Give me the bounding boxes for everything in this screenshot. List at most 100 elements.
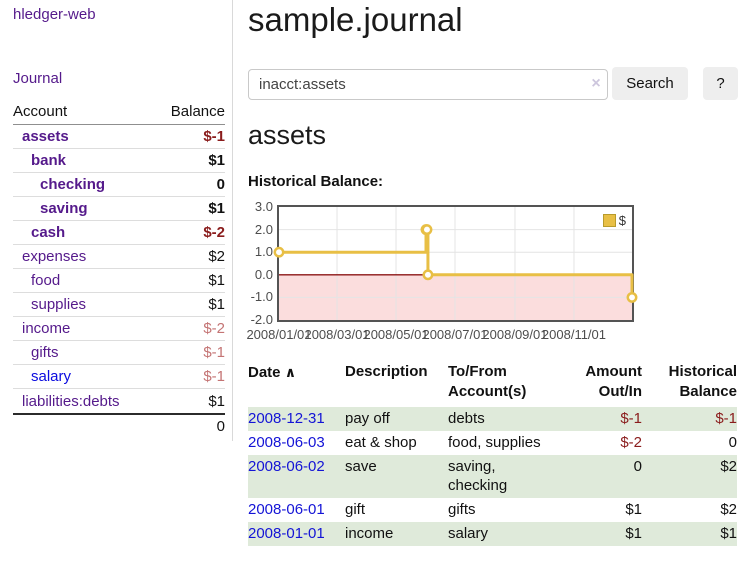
- account-link-checking[interactable]: checking: [40, 176, 106, 193]
- transaction-balance: $2: [720, 458, 737, 475]
- accounts-total-row: 0: [13, 413, 225, 437]
- x-axis-tick-label: 2008/03/01: [304, 327, 370, 342]
- brand-link[interactable]: hledger-web: [13, 6, 96, 23]
- account-link-gifts[interactable]: gifts: [31, 344, 59, 361]
- chart-series-svg: [273, 207, 638, 320]
- account-row: assets $-1: [13, 125, 225, 149]
- search-button[interactable]: Search: [612, 67, 688, 100]
- account-link-expenses[interactable]: expenses: [22, 248, 87, 265]
- balance-column-header: Balance: [170, 103, 225, 120]
- column-header-balance: Historical Balance: [668, 363, 737, 400]
- account-balance: $1: [208, 392, 225, 410]
- accounts-total-value: 0: [216, 417, 225, 435]
- account-balance: $-1: [203, 344, 225, 361]
- x-axis-tick-label: 2008/01/01: [246, 327, 312, 342]
- transaction-date-link[interactable]: 2008-06-01: [248, 501, 325, 518]
- transaction-accounts: gifts: [448, 501, 476, 518]
- register-row: 2008-12-31 pay off debts $-1 $-1: [248, 407, 737, 431]
- account-balance: $1: [208, 200, 225, 217]
- transaction-date-link[interactable]: 2008-12-31: [248, 410, 325, 427]
- x-axis-tick-label: 2008/09/01: [482, 327, 548, 342]
- date-header-label: Date: [248, 364, 281, 381]
- account-link-liabilities-debts[interactable]: liabilities:debts: [22, 392, 120, 410]
- sidebar-item-journal[interactable]: Journal: [13, 70, 63, 87]
- transaction-accounts: food, supplies: [448, 434, 541, 451]
- account-balance: $-2: [203, 224, 225, 241]
- clear-search-icon[interactable]: ×: [591, 75, 601, 92]
- sidebar: hledger-web Journal Account Balance asse…: [0, 0, 232, 582]
- transaction-date-link[interactable]: 2008-06-02: [248, 458, 325, 475]
- register-header-row: Date ∧ Description To/From Account(s) Am…: [248, 361, 737, 407]
- account-row: checking 0: [13, 173, 225, 197]
- transaction-description: eat & shop: [345, 434, 417, 451]
- transaction-accounts: saving, checking: [448, 458, 508, 494]
- account-link-supplies[interactable]: supplies: [31, 296, 87, 313]
- main-content: sample.journal × Search ? assets Histori…: [246, 0, 742, 582]
- sort-ascending-icon: ∧: [284, 364, 297, 380]
- column-header-date[interactable]: Date ∧: [248, 361, 345, 407]
- transaction-amount: $1: [625, 501, 642, 518]
- chart-legend: $: [602, 213, 626, 228]
- y-axis-tick-label: -2.0: [250, 312, 273, 327]
- transaction-amount: $-2: [620, 434, 642, 451]
- account-row: saving $1: [13, 197, 225, 221]
- transaction-balance: $-1: [715, 410, 737, 427]
- search-input[interactable]: [248, 69, 608, 100]
- register-table: Date ∧ Description To/From Account(s) Am…: [248, 361, 737, 546]
- sidebar-divider: [232, 0, 233, 441]
- transaction-description: gift: [345, 501, 366, 518]
- historical-balance-chart: 3.0 2.0 1.0 0.0 -1.0 -2.0 $ 2008/01/01 2008/03…: [246, 199, 742, 350]
- account-row: gifts $-1: [13, 341, 225, 365]
- legend-swatch-icon: [602, 214, 616, 227]
- register-row: 2008-06-01 gift gifts $1 $2: [248, 498, 737, 522]
- register-row: 2008-06-02 save saving, checking 0 $2: [248, 455, 737, 498]
- transaction-description: income: [345, 525, 394, 542]
- account-balance: $2: [208, 248, 225, 265]
- chart-title: Historical Balance:: [248, 173, 384, 190]
- account-link-saving[interactable]: saving: [40, 200, 88, 217]
- register-row: 2008-01-01 income salary $1 $1: [248, 522, 737, 546]
- x-axis-tick-label: 2008/11/01: [541, 327, 607, 342]
- legend-label: $: [618, 213, 626, 228]
- y-axis-tick-label: -1.0: [250, 289, 273, 305]
- account-balance: 0: [216, 176, 225, 193]
- column-header-account: To/From Account(s): [448, 363, 527, 400]
- transaction-amount: 0: [633, 458, 642, 475]
- x-axis-tick-label: 2008/07/01: [422, 327, 488, 342]
- register-row: 2008-06-03 eat & shop food, supplies $-2…: [248, 431, 737, 455]
- accounts-table-header: Account Balance: [13, 103, 225, 125]
- account-link-assets[interactable]: assets: [22, 128, 69, 145]
- account-balance: $-1: [203, 128, 225, 145]
- account-row: supplies $1: [13, 293, 225, 317]
- account-link-food[interactable]: food: [31, 272, 61, 289]
- page-title: sample.journal: [248, 1, 463, 38]
- transaction-balance: $2: [720, 501, 737, 518]
- y-axis-tick-label: 3.0: [254, 199, 273, 214]
- transaction-accounts: debts: [448, 410, 485, 427]
- account-row: liabilities:debts $1: [13, 389, 225, 413]
- account-row: food $1: [13, 269, 225, 293]
- account-link-salary[interactable]: salary: [31, 368, 72, 385]
- transaction-accounts: salary: [448, 525, 489, 542]
- account-link-bank[interactable]: bank: [31, 152, 67, 169]
- account-row: expenses $2: [13, 245, 225, 269]
- help-button[interactable]: ?: [703, 67, 738, 100]
- y-axis-tick-label: 0.0: [254, 266, 273, 282]
- transaction-amount: $-1: [620, 410, 642, 427]
- account-heading: assets: [248, 120, 327, 150]
- transaction-date-link[interactable]: 2008-06-03: [248, 434, 325, 451]
- account-row: income $-2: [13, 317, 225, 341]
- transaction-date-link[interactable]: 2008-01-01: [248, 525, 325, 542]
- account-column-header: Account: [13, 103, 68, 120]
- column-header-amount: Amount Out/In: [585, 363, 642, 400]
- account-row: salary $-1: [13, 365, 225, 389]
- accounts-list: assets $-1 bank $1 checking 0 saving $1 …: [13, 125, 225, 437]
- account-row: cash $-2: [13, 221, 225, 245]
- account-link-income[interactable]: income: [22, 320, 71, 337]
- account-balance: $1: [208, 152, 225, 169]
- account-link-cash[interactable]: cash: [31, 224, 66, 241]
- y-axis-tick-label: 2.0: [254, 221, 273, 237]
- account-balance: $-1: [203, 368, 225, 385]
- chart-y-axis-labels: 3.0 2.0 1.0 0.0 -1.0 -2.0: [248, 199, 273, 327]
